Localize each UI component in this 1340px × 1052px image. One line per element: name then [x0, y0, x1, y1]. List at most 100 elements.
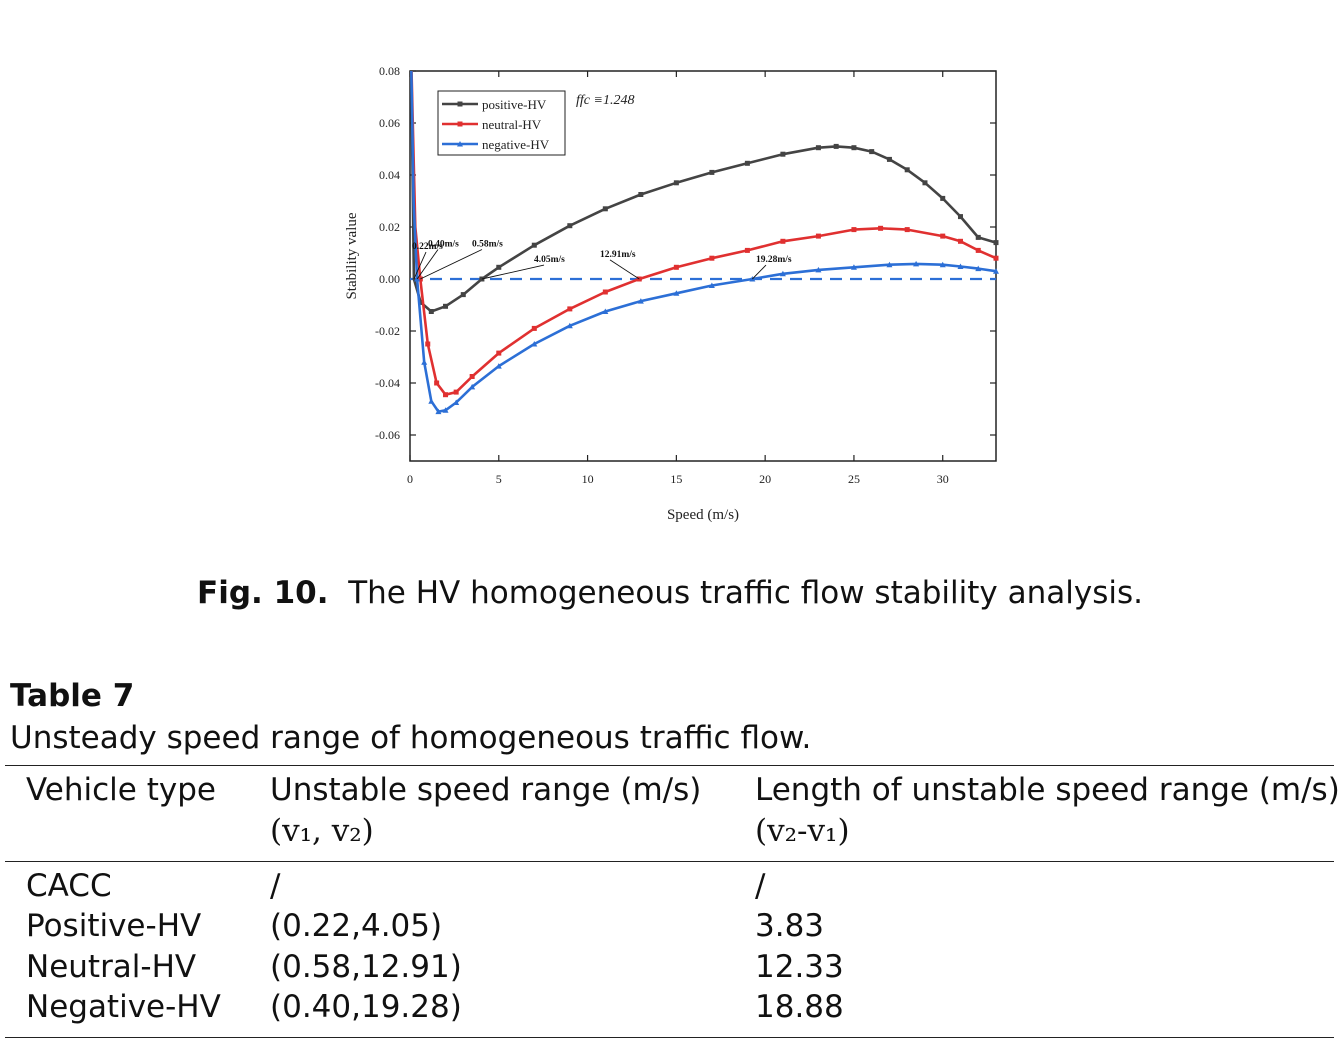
speed-annotation: 0.58m/s — [472, 240, 503, 250]
subheader-unstable-range: (v₁, v₂) — [270, 813, 374, 849]
series-marker-neutral-HV — [443, 392, 449, 398]
series-marker-positive-HV — [922, 180, 928, 186]
speed-annotation: 0.40m/s — [428, 240, 459, 250]
series-marker-positive-HV — [496, 264, 502, 270]
series-marker-positive-HV — [940, 195, 946, 201]
legend-label-neutral-HV: neutral-HV — [482, 117, 542, 132]
series-marker-neutral-HV — [993, 255, 999, 261]
y-axis-label: Stability value — [344, 212, 360, 299]
series-marker-positive-HV — [833, 143, 839, 149]
series-marker-positive-HV — [428, 309, 434, 314]
series-marker-negative-HV — [566, 322, 573, 329]
series-marker-positive-HV — [815, 145, 821, 151]
speed-annotation: 19.28m/s — [756, 255, 792, 265]
y-tick-label: -0.06 — [375, 428, 400, 442]
series-marker-negative-HV — [850, 264, 857, 270]
series-marker-negative-HV — [708, 282, 715, 288]
header-unstable-range: Unstable speed range (m/s) — [270, 772, 702, 808]
series-marker-neutral-HV — [780, 238, 786, 244]
series-marker-positive-HV — [744, 160, 750, 166]
series-marker-positive-HV — [673, 180, 679, 186]
legend-marker-negative-HV — [457, 141, 463, 147]
plot-frame — [409, 70, 997, 462]
x-tick-label: 30 — [937, 472, 949, 486]
series-marker-neutral-HV — [496, 350, 502, 356]
series-marker-positive-HV — [886, 156, 892, 162]
series-marker-positive-HV — [851, 145, 857, 151]
y-tick-label: 0.00 — [379, 272, 400, 286]
row-cacc-type: CACC — [26, 868, 112, 904]
series-marker-neutral-HV — [878, 225, 884, 231]
speed-annotation-arrow — [413, 251, 427, 280]
series-marker-neutral-HV — [975, 247, 981, 253]
series-marker-negative-HV — [531, 341, 538, 347]
series-marker-positive-HV — [460, 292, 466, 298]
series-marker-negative-HV — [421, 359, 428, 365]
table-caption: Unsteady speed range of homogeneous traf… — [10, 720, 812, 756]
series-marker-negative-HV — [815, 266, 822, 273]
series-marker-negative-HV — [957, 263, 964, 270]
row-negative-range: (0.40,19.28) — [270, 989, 462, 1025]
series-marker-positive-HV — [602, 206, 608, 212]
series-marker-negative-HV — [637, 298, 644, 304]
figure-caption-text: The HV homogeneous traffic flow stabilit… — [348, 575, 1143, 611]
x-tick-label: 20 — [759, 472, 771, 486]
series-marker-negative-HV — [469, 383, 476, 390]
series-marker-neutral-HV — [673, 264, 679, 270]
y-tick-label: 0.02 — [379, 220, 400, 234]
x-tick-label: 0 — [407, 472, 413, 486]
series-marker-negative-HV — [495, 363, 502, 369]
row-cacc-length: / — [755, 868, 766, 904]
row-negative-type: Negative-HV — [26, 989, 221, 1025]
series-marker-neutral-HV — [709, 255, 715, 261]
row-positive-range: (0.22,4.05) — [270, 908, 443, 944]
x-tick-label: 5 — [496, 472, 502, 486]
series-marker-negative-HV — [913, 260, 920, 267]
x-axis-label: Speed (m/s) — [667, 507, 739, 523]
legend-marker-neutral-HV — [457, 121, 463, 127]
speed-annotation: 4.05m/s — [534, 255, 565, 265]
speed-annotation-arrow — [752, 264, 767, 280]
series-marker-neutral-HV — [904, 227, 910, 233]
table-header-rule — [5, 861, 1334, 862]
series-marker-positive-HV — [780, 151, 786, 157]
fc-value-label: ffc ≡1.248 — [576, 93, 634, 108]
legend-label-positive-HV: positive-HV — [482, 97, 547, 112]
series-marker-neutral-HV — [957, 238, 963, 244]
series-marker-positive-HV — [418, 299, 424, 305]
x-tick-label: 15 — [670, 472, 682, 486]
series-marker-neutral-HV — [602, 289, 608, 295]
stability-figure: 0.08 0.06 0.04 0.02 0.00 -0.02 -0.04 -0.06 0 5 10 1… — [330, 55, 1020, 535]
series-marker-negative-HV — [602, 308, 609, 314]
series-marker-negative-HV — [993, 268, 999, 274]
stability-chart: 0.08 0.06 0.04 0.02 0.00 -0.02 -0.04 -0.06 0 5 10 1… — [344, 64, 999, 523]
series-marker-positive-HV — [869, 149, 875, 155]
figure-caption-label: Fig. 10. — [197, 575, 329, 611]
series-marker-negative-HV — [939, 261, 946, 268]
header-range-length: Length of unstable speed range (m/s) — [755, 772, 1340, 808]
series-marker-neutral-HV — [531, 325, 537, 331]
speed-annotation-arrow — [481, 264, 545, 280]
y-tick-label: 0.06 — [379, 116, 400, 130]
series-marker-negative-HV — [435, 408, 442, 415]
header-vehicle-type: Vehicle type — [26, 772, 216, 808]
y-tick-label: 0.04 — [379, 168, 400, 182]
x-tick-label: 10 — [582, 472, 594, 486]
series-marker-neutral-HV — [453, 389, 459, 395]
series-marker-positive-HV — [904, 167, 910, 173]
x-tick-label: 25 — [848, 472, 860, 486]
series-marker-positive-HV — [993, 240, 999, 246]
row-neutral-range: (0.58,12.91) — [270, 949, 462, 985]
row-neutral-length: 12.33 — [755, 949, 844, 985]
series-marker-positive-HV — [957, 214, 963, 220]
speed-annotation-arrow — [609, 259, 640, 280]
table-label: Table 7 — [10, 678, 135, 714]
speed-annotation: 12.91m/s — [600, 250, 636, 260]
legend-marker-positive-HV — [457, 101, 463, 107]
speed-annotation: 0.22m/s — [412, 242, 443, 252]
series-marker-negative-HV — [975, 265, 982, 272]
series-marker-neutral-HV — [434, 380, 440, 386]
series-marker-neutral-HV — [567, 306, 573, 312]
table-top-rule — [5, 765, 1334, 766]
series-marker-neutral-HV — [469, 374, 475, 379]
